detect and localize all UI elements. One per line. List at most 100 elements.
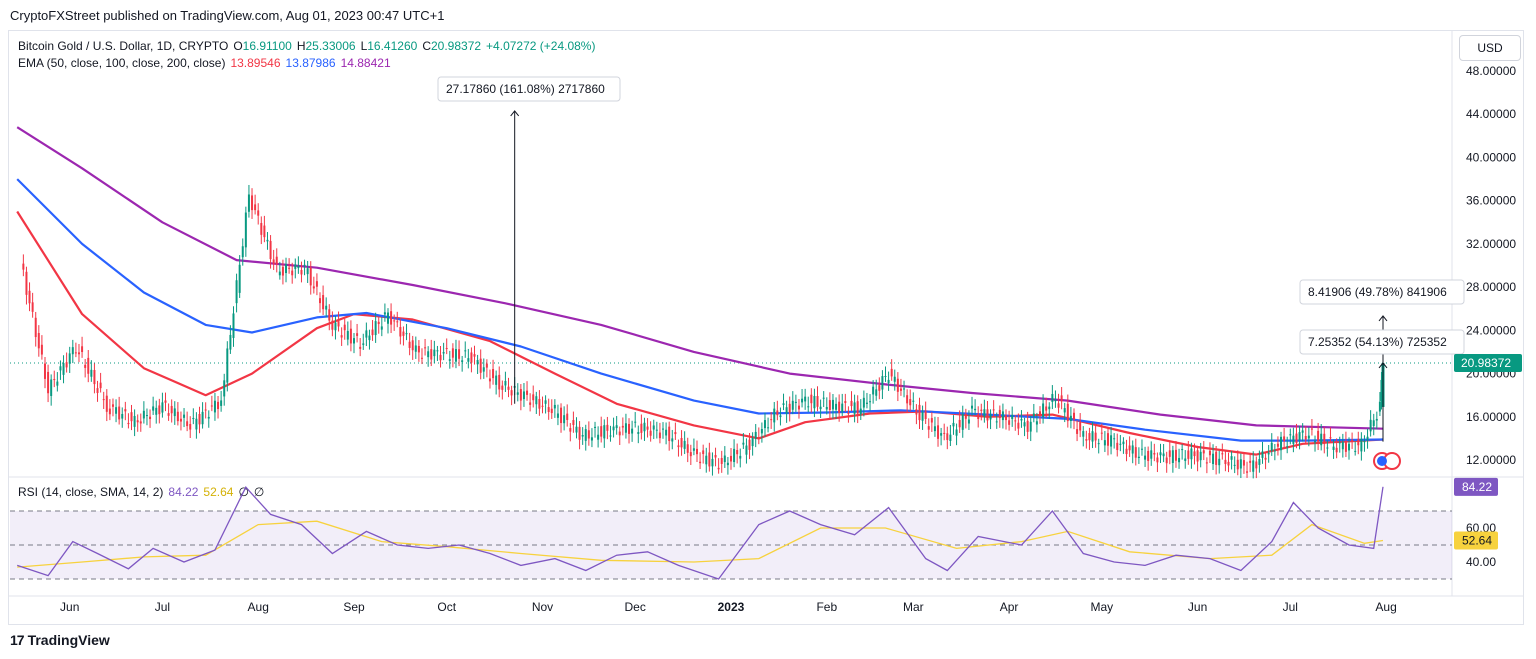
candle-body xyxy=(319,298,322,304)
candle-body xyxy=(865,402,868,404)
candle-body xyxy=(164,400,167,403)
candle-body xyxy=(971,405,974,409)
candle-body xyxy=(145,415,148,417)
candle-body xyxy=(835,403,838,410)
high-value: 25.33006 xyxy=(305,39,356,53)
candle-body xyxy=(266,239,269,242)
ema-label[interactable]: EMA (50, close, 100, close, 200, close) xyxy=(18,56,226,70)
candle-body xyxy=(1165,457,1168,464)
candle-body xyxy=(964,414,967,419)
candle-body xyxy=(881,376,884,390)
candle-body xyxy=(1283,436,1286,442)
candle-body xyxy=(383,312,386,315)
candle-body xyxy=(1178,457,1181,463)
candle-body xyxy=(1212,453,1215,465)
candle-body xyxy=(232,313,235,338)
candle-body xyxy=(74,352,77,354)
rsi-label[interactable]: RSI (14, close, SMA, 14, 2) xyxy=(18,485,164,499)
candle-body xyxy=(1190,448,1193,460)
candle-body xyxy=(1236,459,1239,470)
candle-body xyxy=(1005,415,1008,421)
candle-body xyxy=(235,280,238,304)
candle-body xyxy=(1233,464,1236,466)
candle-body xyxy=(1218,458,1221,466)
candle-body xyxy=(1147,450,1150,461)
ema200-value: 14.88421 xyxy=(340,56,391,70)
candle-body xyxy=(22,263,25,270)
candle-body xyxy=(492,369,495,379)
candle-body xyxy=(334,322,337,331)
ema50-value: 13.89546 xyxy=(230,56,281,70)
candle-body xyxy=(856,401,859,414)
candle-body xyxy=(819,406,822,410)
candle-body xyxy=(723,455,726,463)
candle-body xyxy=(501,385,504,390)
candle-body xyxy=(903,388,906,390)
candle-body xyxy=(1029,421,1032,432)
candle-body xyxy=(139,421,142,424)
candle-body xyxy=(291,270,294,276)
tradingview-footer[interactable]: 17 TradingView xyxy=(10,632,110,648)
candle-body xyxy=(408,341,411,348)
candle-body xyxy=(173,408,176,417)
candle-body xyxy=(810,394,813,404)
candle-body xyxy=(668,426,671,442)
candle-body xyxy=(155,407,158,415)
candle-body xyxy=(918,404,921,421)
candle-body xyxy=(751,438,754,447)
candle-body xyxy=(201,411,204,425)
candle-body xyxy=(519,389,522,401)
candle-body xyxy=(476,360,479,365)
y-tick-label: 16.00000 xyxy=(1466,410,1516,424)
candle-body xyxy=(838,401,841,413)
candle-body xyxy=(1326,447,1329,449)
candle-body xyxy=(179,418,182,422)
currency-button[interactable]: USD xyxy=(1459,35,1521,61)
candle-body xyxy=(1144,455,1147,460)
candle-body xyxy=(680,437,683,448)
candle-body xyxy=(807,406,810,408)
brand-name: TradingView xyxy=(27,632,110,648)
candle-body xyxy=(1289,434,1292,436)
candle-body xyxy=(430,349,433,360)
candle-body xyxy=(1224,459,1227,465)
candle-body xyxy=(102,399,105,401)
candle-body xyxy=(260,222,263,235)
symbol-label[interactable]: Bitcoin Gold / U.S. Dollar, 1D, CRYPTO xyxy=(18,39,229,53)
candle-body xyxy=(1035,421,1038,425)
candle-body xyxy=(507,386,510,390)
candle-body xyxy=(603,425,606,439)
candle-body xyxy=(665,429,668,436)
candle-body xyxy=(937,425,940,439)
candle-body xyxy=(1076,429,1079,434)
candle-body xyxy=(578,426,581,440)
candle-body xyxy=(485,363,488,368)
candle-body xyxy=(331,320,334,330)
candle-body xyxy=(853,402,856,414)
candle-body xyxy=(1054,399,1057,402)
candle-body xyxy=(71,347,74,355)
candle-body xyxy=(924,411,927,419)
candle-body xyxy=(25,271,28,295)
rsi-line xyxy=(16,486,1384,580)
candle-body xyxy=(538,398,541,409)
candle-body xyxy=(974,408,977,411)
candle-body xyxy=(841,403,844,412)
candle-body xyxy=(56,381,59,386)
candle-body xyxy=(541,405,544,407)
candle-body xyxy=(439,354,442,361)
candle-body xyxy=(618,431,621,436)
candle-body xyxy=(498,374,501,390)
x-tick-label: 2023 xyxy=(718,600,745,614)
rsi-tick-label: 60.00 xyxy=(1466,521,1496,535)
candle-body xyxy=(1184,458,1187,461)
candle-body xyxy=(1221,453,1224,455)
candle-body xyxy=(1208,450,1211,456)
y-tick-label: 28.00000 xyxy=(1466,280,1516,294)
candle-body xyxy=(229,334,232,350)
rsi-sma-value: 52.64 xyxy=(203,485,234,499)
candle-body xyxy=(254,204,257,211)
candle-body xyxy=(686,444,689,453)
candle-body xyxy=(1332,446,1335,450)
